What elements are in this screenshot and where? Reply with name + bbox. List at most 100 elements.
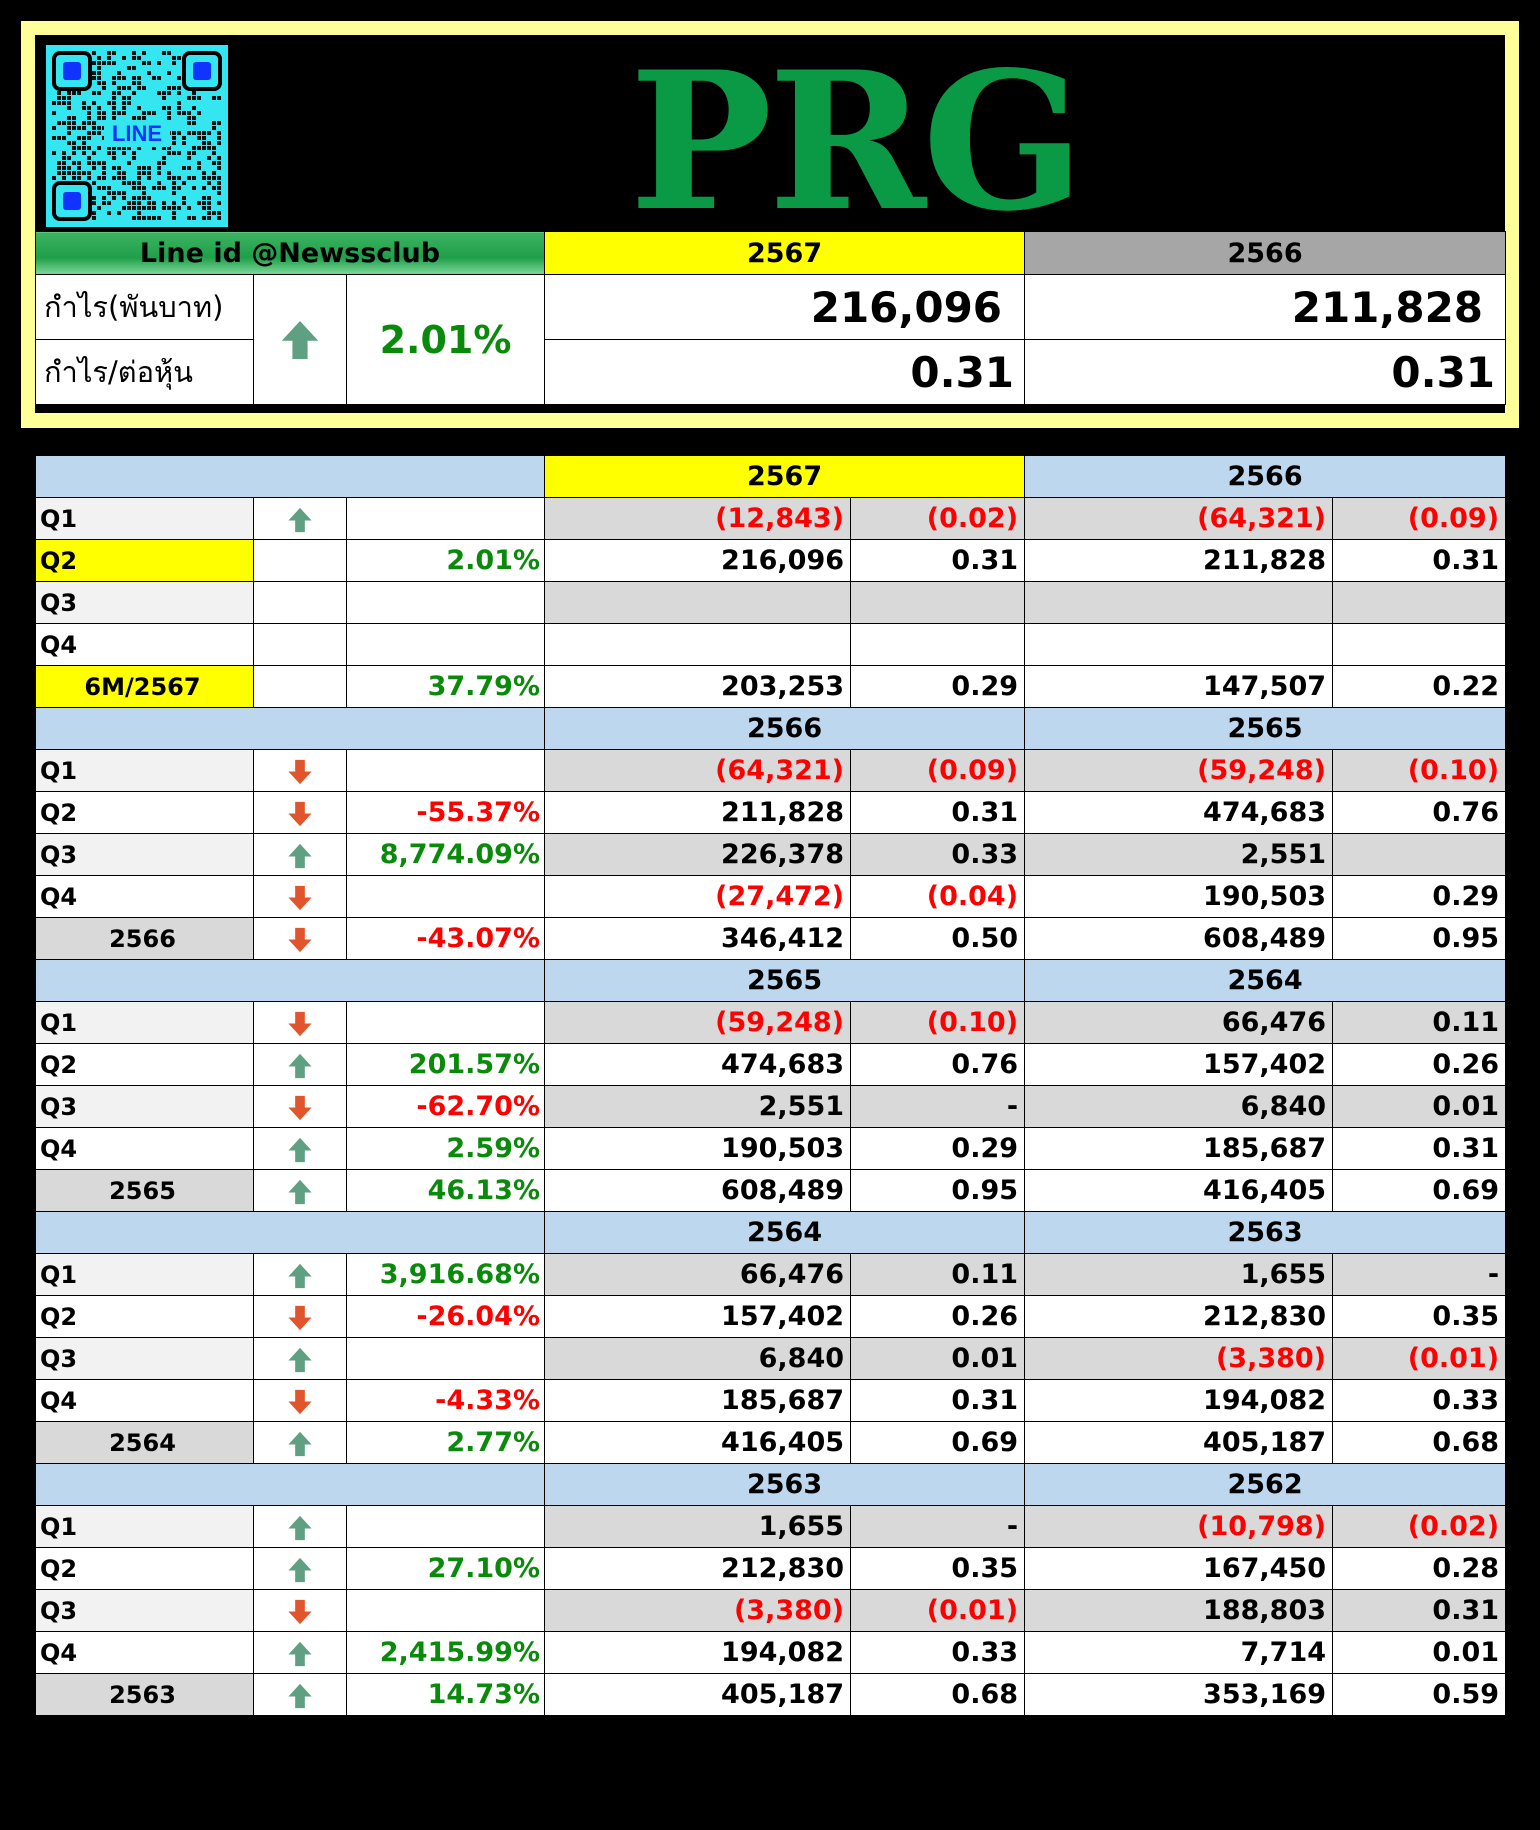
profit-year-b: (10,798) — [1024, 1505, 1334, 1548]
row-label: Q2 — [35, 791, 254, 834]
row-label: Q1 — [35, 1253, 254, 1296]
summary-change-pct: 2.01% — [345, 274, 546, 405]
trend-cell — [253, 1085, 347, 1128]
profit-year-a: 474,683 — [544, 1043, 852, 1086]
profit-year-a: 185,687 — [544, 1379, 852, 1422]
eps-year-a: (0.01) — [850, 1589, 1026, 1632]
change-pct — [345, 623, 546, 666]
change-pct: 201.57% — [345, 1043, 546, 1086]
change-pct — [345, 875, 546, 918]
profit-year-a: (59,248) — [544, 1001, 852, 1044]
profit-year-a: (64,321) — [544, 749, 852, 792]
summary-table: Line id @Newssclub 2567 2566 กำไร(พันบาท… — [34, 231, 1507, 405]
section-year-a: 2564 — [544, 1211, 1026, 1254]
profit-year-b: 190,503 — [1024, 875, 1334, 918]
change-pct: -62.70% — [345, 1085, 546, 1128]
eps-year-b: 0.22 — [1332, 665, 1507, 708]
row-label: Q3 — [35, 1085, 254, 1128]
row-label: Q2 — [35, 1295, 254, 1338]
arrow-up-icon — [286, 1175, 314, 1206]
trend-cell — [253, 539, 347, 582]
section-header-row: 2565 2564 — [34, 959, 1507, 1002]
trend-cell — [253, 497, 347, 540]
eps-year-a: (0.02) — [850, 497, 1026, 540]
table-row: Q1 1,655- (10,798) (0.02) — [35, 1505, 1507, 1548]
change-pct: -55.37% — [345, 791, 546, 834]
row-label: Q3 — [35, 581, 254, 624]
profit-year-b: 167,450 — [1024, 1547, 1334, 1590]
trend-cell — [253, 875, 347, 918]
row-label: Q4 — [35, 1379, 254, 1422]
change-pct: 3,916.68% — [345, 1253, 546, 1296]
profit-year-b — [1024, 623, 1334, 666]
summary-trend-cell — [253, 274, 347, 405]
profit-year-b: 147,507 — [1024, 665, 1334, 708]
change-pct: 46.13% — [345, 1169, 546, 1212]
eps-year-a — [850, 581, 1026, 624]
profit-year-b: 211,828 — [1024, 539, 1334, 582]
summary-year-previous: 2566 — [1024, 231, 1507, 275]
table-row: Q3 8,774.09% 226,378 0.33 2,551 — [35, 833, 1507, 876]
arrow-down-icon — [286, 923, 314, 954]
section-year-a: 2567 — [544, 455, 1026, 498]
table-row: Q3 -62.70% 2,551-6,840 0.01 — [35, 1085, 1507, 1128]
row-label: Q3 — [35, 1589, 254, 1632]
eps-year-b: 0.95 — [1332, 917, 1507, 960]
section-year-a: 2563 — [544, 1463, 1026, 1506]
trend-cell — [253, 1547, 347, 1590]
arrow-down-icon — [286, 755, 314, 786]
table-row: Q2 27.10% 212,830 0.35 167,450 0.28 — [35, 1547, 1507, 1590]
trend-cell — [253, 1589, 347, 1632]
section-year-a: 2565 — [544, 959, 1026, 1002]
change-pct: 2.01% — [345, 539, 546, 582]
eps-year-b — [1332, 581, 1507, 624]
trend-cell — [253, 623, 347, 666]
summary-eps-current: 0.31 — [544, 339, 1026, 405]
eps-year-b: 0.68 — [1332, 1421, 1507, 1464]
line-qr-code[interactable]: LINE — [46, 45, 228, 227]
eps-year-b: (0.01) — [1332, 1337, 1507, 1380]
change-pct: 37.79% — [345, 665, 546, 708]
arrow-up-icon — [286, 1049, 314, 1080]
profit-year-b: 7,714 — [1024, 1631, 1334, 1674]
section-header-row: 2563 2562 — [34, 1463, 1507, 1506]
table-row: Q4 — [35, 623, 1507, 666]
eps-year-a: 0.95 — [850, 1169, 1026, 1212]
section-header-blank — [34, 1463, 546, 1506]
profit-year-a: 194,082 — [544, 1631, 852, 1674]
profit-year-b: 416,405 — [1024, 1169, 1334, 1212]
eps-year-a: 0.68 — [850, 1673, 1026, 1716]
change-pct — [345, 1001, 546, 1044]
arrow-up-icon — [286, 1637, 314, 1668]
eps-year-b: (0.09) — [1332, 497, 1507, 540]
eps-year-b: 0.28 — [1332, 1547, 1507, 1590]
profit-year-a: 216,096 — [544, 539, 852, 582]
eps-year-a: 0.76 — [850, 1043, 1026, 1086]
table-row: Q1 (59,248) (0.10) 66,476 0.11 — [35, 1001, 1507, 1044]
row-label: 2565 — [35, 1169, 254, 1212]
profit-year-b: 157,402 — [1024, 1043, 1334, 1086]
table-row: 2563 14.73% 405,187 0.68 353,169 0.59 — [35, 1673, 1507, 1716]
trend-cell — [253, 1337, 347, 1380]
trend-cell — [253, 665, 347, 708]
change-pct — [345, 1337, 546, 1380]
row-label: 2564 — [35, 1421, 254, 1464]
eps-year-a: 0.01 — [850, 1337, 1026, 1380]
eps-year-b: 0.33 — [1332, 1379, 1507, 1422]
eps-year-a: 0.31 — [850, 1379, 1026, 1422]
eps-year-a: 0.31 — [850, 539, 1026, 582]
profit-year-b: 1,655 — [1024, 1253, 1334, 1296]
profit-year-b: (3,380) — [1024, 1337, 1334, 1380]
profit-year-a: 212,830 — [544, 1547, 852, 1590]
profit-year-b: (59,248) — [1024, 749, 1334, 792]
eps-year-a: 0.50 — [850, 917, 1026, 960]
qr-code-icon — [52, 51, 222, 221]
section-year-b: 2564 — [1024, 959, 1507, 1002]
eps-year-b: (0.02) — [1332, 1505, 1507, 1548]
table-row: 2566 -43.07% 346,412 0.50 608,489 0.95 — [35, 917, 1507, 960]
table-row: Q1 (64,321) (0.09) (59,248) (0.10) — [35, 749, 1507, 792]
arrow-up-icon — [286, 1679, 314, 1710]
line-id-label[interactable]: Line id @Newssclub — [34, 231, 546, 275]
table-row: Q3 — [35, 581, 1507, 624]
